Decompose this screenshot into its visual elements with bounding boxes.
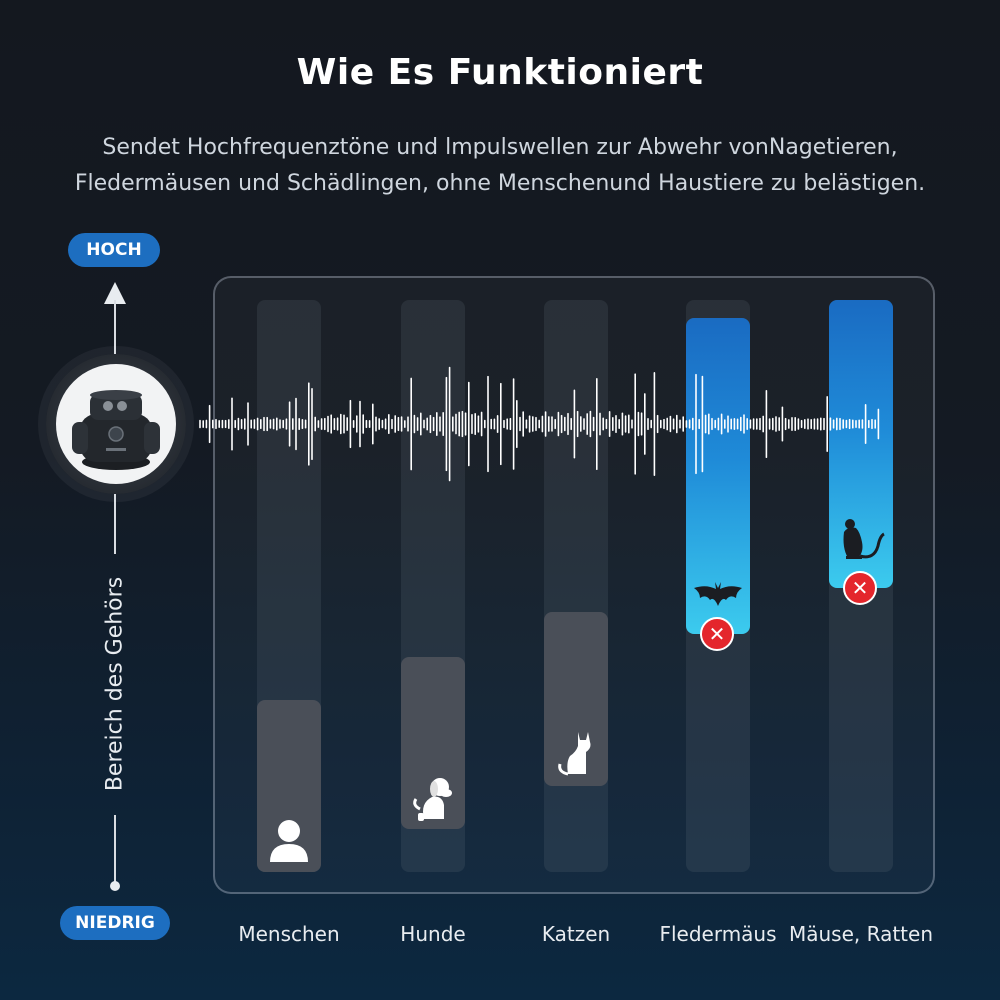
device-image xyxy=(56,364,176,484)
axis-line-bottom xyxy=(114,815,116,885)
page-subtitle: Sendet Hochfrequenztöne und lmpulswellen… xyxy=(40,130,960,202)
rat-icon xyxy=(838,516,888,568)
axis-line-top xyxy=(114,300,116,354)
arrow-up-icon xyxy=(104,282,126,304)
subtitle-line-1: Sendet Hochfrequenztöne und lmpulswellen… xyxy=(102,135,898,160)
label-katzen: Katzen xyxy=(541,922,611,946)
person-icon xyxy=(268,818,310,868)
hearing-range-axis-label: Bereich des Gehörs xyxy=(102,576,128,792)
axis-origin-dot xyxy=(110,881,120,891)
high-frequency-badge: HOCH xyxy=(68,233,160,267)
label-fledermaus: Fledermäus xyxy=(659,922,777,946)
page-title: Wie Es Funktioniert xyxy=(296,52,704,93)
cat-icon xyxy=(556,728,596,782)
label-mause-ratten: Mäuse, Ratten xyxy=(788,922,933,946)
column-fill-fledermaus xyxy=(686,318,750,634)
column-track-katzen xyxy=(544,300,608,872)
blocked-icon-mause-ratten: ✕ xyxy=(843,571,877,605)
subtitle-line-2: Fledermäusen und Schädlingen, ohne Mensc… xyxy=(74,171,926,196)
column-fill-menschen xyxy=(257,700,321,872)
low-frequency-badge: NIEDRIG xyxy=(60,906,170,940)
axis-line-middle xyxy=(114,494,116,554)
ultrasonic-repeller-icon xyxy=(72,390,160,470)
hearing-range-panel xyxy=(213,276,935,894)
dog-icon xyxy=(410,775,456,827)
label-hunde: Hunde xyxy=(400,922,466,946)
label-menschen: Menschen xyxy=(238,922,340,946)
blocked-icon-fledermaus: ✕ xyxy=(700,617,734,651)
bat-icon xyxy=(692,580,744,614)
